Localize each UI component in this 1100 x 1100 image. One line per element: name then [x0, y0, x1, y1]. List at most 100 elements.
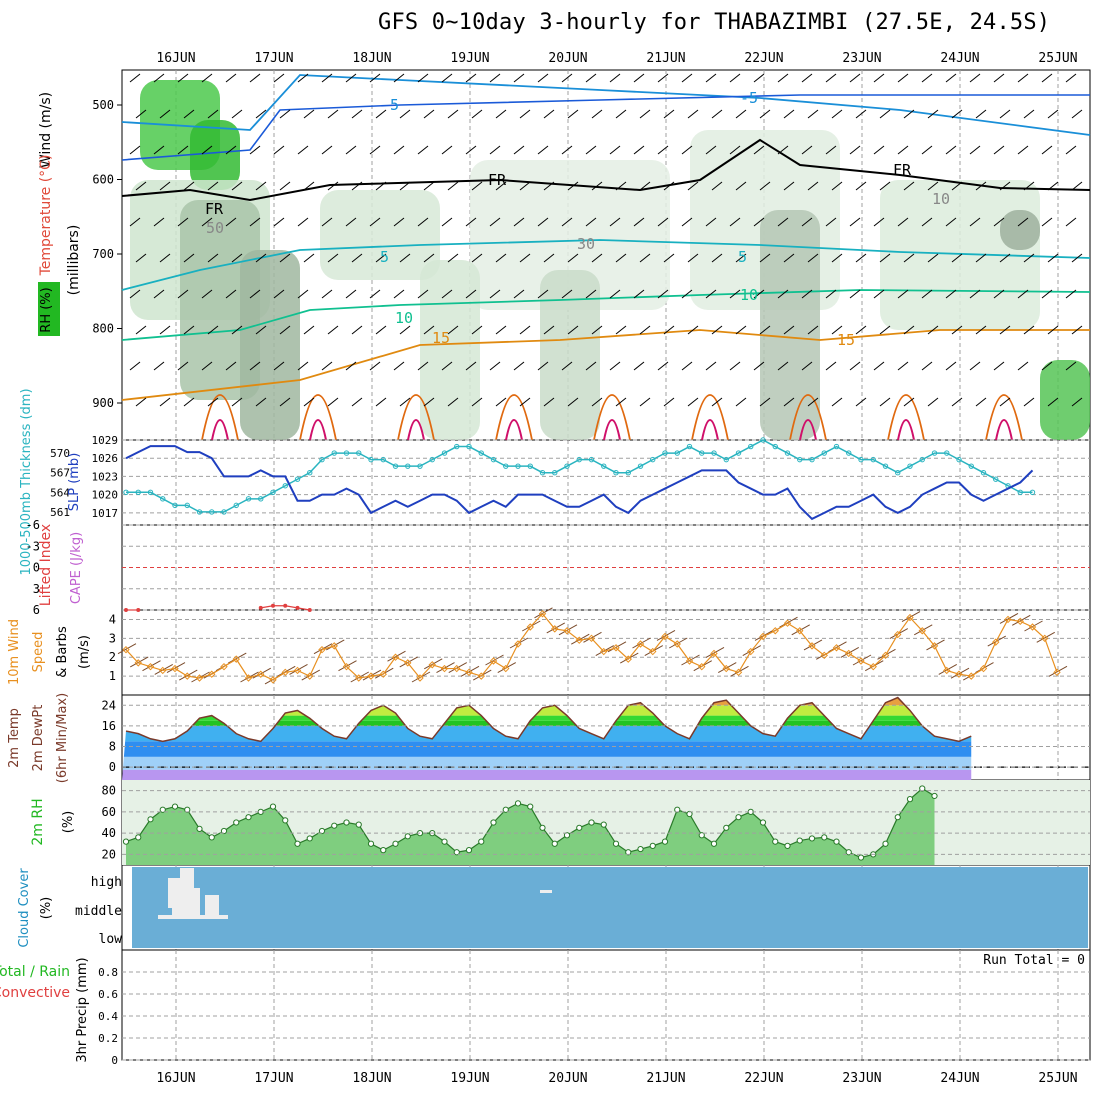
contour-label: -5: [740, 89, 758, 107]
wind-barb: [207, 181, 219, 191]
wind-barb-10m: [191, 671, 210, 683]
thickness-point: [233, 502, 239, 509]
thickness-line: [126, 439, 1033, 513]
wind-barb: [1065, 217, 1077, 227]
wind-speed-point: [979, 664, 988, 673]
thickness-point: [674, 450, 680, 456]
wind-barb: [231, 181, 243, 191]
wind-barb-10m: [277, 665, 296, 677]
thickness-point: [748, 443, 754, 450]
wind-barb: [351, 181, 363, 191]
wind-speed-point: [881, 651, 890, 660]
wind-barb: [993, 145, 1005, 155]
date-label-bottom: 18JUN: [352, 1071, 391, 1086]
wind-barb: [897, 217, 909, 227]
wind-barb: [927, 181, 939, 191]
contour-10: [121, 289, 1091, 341]
wind-barb: [273, 361, 285, 371]
thickness-point: [380, 456, 386, 463]
wind-barb: [903, 253, 915, 263]
wind-barb: [783, 397, 795, 407]
wind-barb: [465, 145, 477, 155]
thickness-tick-label: 564: [50, 486, 70, 499]
wind-barb: [849, 217, 861, 227]
temp-tick-label: 16: [102, 719, 116, 733]
wind-barb: [615, 181, 627, 191]
wind-barb: [759, 109, 771, 119]
rh-point: [122, 838, 130, 845]
wind-barb: [135, 325, 147, 335]
wind-barb: [639, 253, 651, 263]
wind-barb: [327, 397, 339, 407]
wind-barb: [825, 217, 837, 227]
thickness-point: [368, 456, 374, 463]
wind-barb-10m: [571, 633, 590, 645]
wind-speed-point: [563, 627, 571, 635]
date-label-bottom: 22JUN: [744, 1071, 783, 1086]
wind-barb: [927, 397, 939, 407]
wind-speed-point: [698, 662, 706, 671]
wind-barb: [489, 73, 501, 83]
wind-barb: [513, 289, 525, 299]
wind-barb-10m: [938, 664, 957, 675]
wind-barb: [417, 217, 429, 227]
wind-barb: [519, 181, 531, 191]
thickness-point: [699, 450, 705, 456]
wind-barb: [351, 253, 363, 263]
wind-barb: [489, 289, 501, 299]
wind-barb: [183, 253, 195, 263]
contour-label: FR: [205, 200, 224, 218]
contour-25: [407, 419, 425, 441]
wind-barb: [393, 289, 405, 299]
precip-tick-label: 0: [111, 1054, 118, 1067]
wind-barb: [441, 145, 453, 155]
wind-speed-line: [125, 612, 1058, 681]
wind-barb: [1071, 181, 1083, 191]
wind-barb: [993, 289, 1005, 299]
wind-barb: [1041, 73, 1053, 83]
wind-barb: [471, 253, 483, 263]
wind-barb-10m: [607, 641, 627, 653]
wind-barb: [297, 217, 309, 227]
ylabel-slp: SLP (mb): [67, 453, 82, 512]
wind-barb: [519, 253, 531, 263]
wind-barb: [921, 217, 933, 227]
wind-barb: [1071, 253, 1083, 263]
thickness-point: [870, 456, 876, 463]
thickness-point: [245, 496, 252, 502]
wind-barb: [777, 73, 789, 83]
wind-barb-10m: [460, 665, 480, 677]
wind-barb: [537, 289, 549, 299]
wind-barb: [345, 145, 357, 155]
date-label-top: 22JUN: [744, 51, 783, 66]
rh-shading: [1040, 360, 1090, 440]
rh-point: [392, 840, 399, 847]
rh-point: [502, 806, 509, 813]
wind-barb: [543, 109, 555, 119]
rh-point: [931, 792, 938, 800]
wind-barb: [201, 361, 213, 371]
wind-barb: [297, 73, 309, 83]
wind-barb-10m: [228, 652, 247, 664]
date-label-bottom: 19JUN: [450, 1071, 489, 1086]
wind-barb: [951, 181, 963, 191]
thickness-point: [809, 456, 815, 463]
wind-barb-10m: [914, 624, 933, 636]
slp-tick-label: 1017: [92, 507, 119, 520]
wind-barb: [489, 217, 501, 227]
thickness-point: [270, 489, 276, 496]
wind-barb: [999, 109, 1011, 119]
wind-speed-point: [330, 642, 338, 650]
li-point: [136, 608, 141, 612]
wind-barb: [159, 325, 171, 335]
rh-point: [906, 796, 914, 803]
slp-tick-label: 1026: [92, 452, 119, 465]
wind-barb: [249, 289, 261, 299]
wind-barb: [465, 361, 477, 371]
wind-barb: [183, 397, 195, 407]
thickness-point: [466, 443, 472, 450]
wind-barb: [567, 397, 579, 407]
wind-barb: [345, 361, 357, 371]
wind-barb: [903, 109, 915, 119]
wind-barb: [591, 397, 603, 407]
